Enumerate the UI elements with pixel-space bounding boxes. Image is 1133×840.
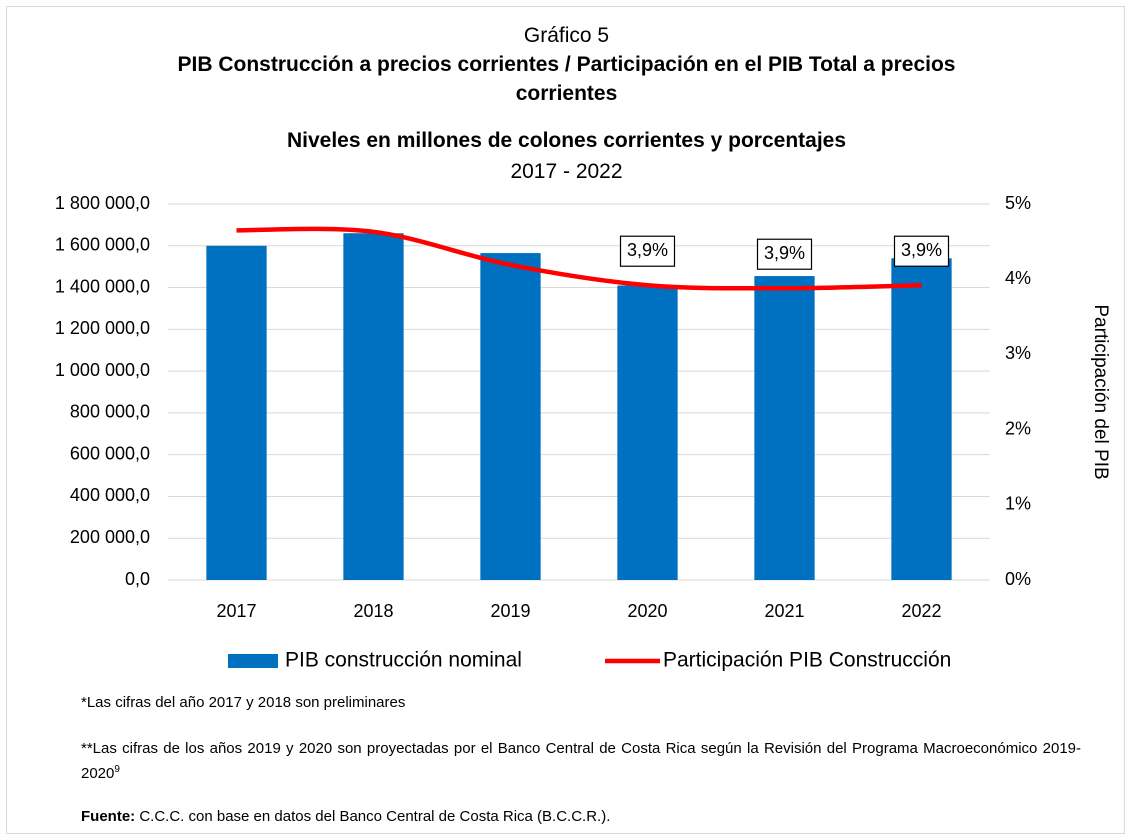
bar [480,253,541,581]
chart: Participación del PIB 0,0 200 000,0 400 00… [55,193,1111,672]
y2-tick-label: 2% [1005,418,1031,438]
data-label: 3,9% [627,240,668,260]
x-tick-label: 2021 [764,601,804,621]
x-tick-label: 2022 [901,601,941,621]
y2-tick-label: 5% [1005,193,1031,213]
y-tick-label: 1 000 000,0 [55,360,150,380]
note: *Las cifras del año 2017 y 2018 son prel… [81,694,406,711]
y2-axis-label: Participación del PIB [1090,304,1111,479]
data-label-box [619,235,676,267]
data-label: 3,9% [764,243,805,263]
footnote-ref: 9 [114,764,120,775]
x-tick-label: 2020 [627,601,667,621]
data-label: 3,9% [901,240,942,260]
data-label-box [893,235,950,267]
y-tick-label: 200 000,0 [70,527,150,547]
data-label-box [756,238,813,270]
x-tick-label: 2017 [216,601,256,621]
y-tick-label: 0,0 [125,569,150,589]
y-tick-label: 1 800 000,0 [55,193,150,213]
note: Fuente: C.C.C. con base en datos del Ban… [81,806,1081,827]
bar [891,258,952,580]
chart-title: Gráfico 5 [523,24,610,47]
y-tick-label: 1 200 000,0 [55,318,150,338]
chart-period: 2017 - 2022 [510,160,623,183]
note-text: **Las cifras de los años 2019 y 2020 son… [81,740,1081,782]
note: **Las cifras de los años 2019 y 2020 son… [81,738,1081,784]
y2-tick-label: 0% [1005,569,1031,589]
y2-tick-label: 4% [1005,268,1031,288]
source-label: Fuente: [81,808,136,825]
x-tick-label: 2018 [353,601,393,621]
y-tick-label: 800 000,0 [70,402,150,422]
chart-subtitle: Niveles en millones de colones corriente… [286,129,847,152]
bar [206,245,267,580]
y-tick-label: 1 400 000,0 [55,276,150,296]
y-tick-label: 400 000,0 [70,485,150,505]
legend-label: Participación PIB Construcción [663,649,951,672]
bar [617,285,678,580]
legend-swatch [228,654,278,668]
frame [6,6,1125,834]
bar [754,276,815,580]
line [236,226,922,291]
bar [343,233,404,580]
y2-tick-label: 3% [1005,343,1031,363]
x-tick-label: 2019 [490,601,530,621]
source-text: C.C.C. con base en datos del Banco Centr… [135,808,611,825]
y-tick-label: 600 000,0 [70,443,150,463]
chart-subtitle: PIB Construcción a precios corrientes / … [177,53,956,105]
y-tick-label: 1 600 000,0 [55,235,150,255]
y2-tick-label: 1% [1005,494,1031,514]
legend-label: PIB construcción nominal [285,649,522,672]
